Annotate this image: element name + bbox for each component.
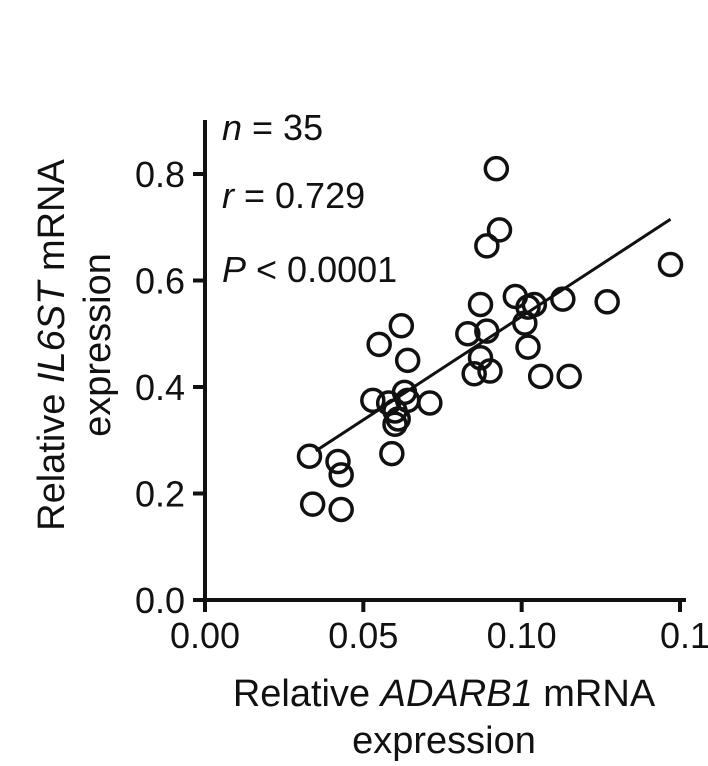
data-point <box>483 155 510 182</box>
data-point <box>455 321 481 347</box>
data-point <box>477 358 503 384</box>
data-point <box>474 233 500 259</box>
y-tick-label: 0.0 <box>135 580 185 621</box>
y-tick-label: 0.8 <box>135 154 185 195</box>
data-point <box>594 289 620 315</box>
p-annotation: P < 0.0001 <box>222 249 397 290</box>
y-tick-label: 0.4 <box>135 367 185 408</box>
y-tick-label: 0.2 <box>135 474 185 515</box>
y-tick-label: 0.6 <box>135 261 185 302</box>
x-tick-label: 0.00 <box>170 615 240 656</box>
data-point <box>388 313 415 339</box>
data-point <box>328 462 354 488</box>
data-points <box>296 155 684 523</box>
data-point <box>299 491 326 517</box>
data-point <box>550 286 576 312</box>
x-tick-label: 0.10 <box>487 615 557 656</box>
data-point <box>366 331 392 358</box>
y-axis-label-line2: expression <box>77 253 119 437</box>
data-point <box>461 360 487 387</box>
data-point <box>486 217 513 243</box>
data-point <box>467 291 494 318</box>
y-axis-label: Relative IL6ST mRNA <box>31 159 73 531</box>
data-point <box>521 291 548 318</box>
n-annotation: n = 35 <box>222 107 323 148</box>
data-point <box>394 387 421 414</box>
data-point <box>474 318 500 344</box>
data-point <box>527 363 554 390</box>
x-tick-label: 0.15 <box>660 615 708 656</box>
data-point <box>360 387 386 414</box>
data-point <box>325 448 351 475</box>
x-axis-ticks: 0.00 0.05 0.10 0.15 <box>170 600 708 656</box>
data-point <box>394 347 421 374</box>
x-axis-label-line2: expression <box>352 720 536 762</box>
data-point <box>328 496 354 523</box>
y-axis-ticks: 0.0 0.2 0.4 0.6 0.8 <box>135 154 205 621</box>
data-point <box>296 443 323 469</box>
x-axis-label: Relative ADARB1 mRNA <box>233 673 656 715</box>
data-point <box>657 251 684 278</box>
x-tick-label: 0.05 <box>328 615 398 656</box>
r-annotation: r = 0.729 <box>222 175 365 216</box>
data-point <box>515 334 541 360</box>
data-point <box>417 390 443 416</box>
data-point <box>379 440 405 467</box>
data-point <box>556 363 582 390</box>
